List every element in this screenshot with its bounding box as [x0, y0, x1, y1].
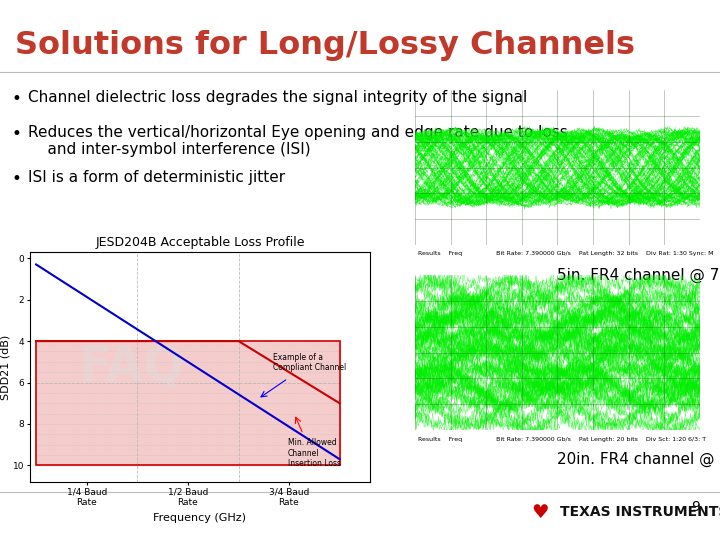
Text: ♥: ♥ — [531, 503, 549, 522]
Text: Reduces the vertical/horizontal Eye opening and edge rate due to loss
    and in: Reduces the vertical/horizontal Eye open… — [28, 125, 568, 157]
Text: •: • — [12, 170, 22, 188]
Text: Min. Allowed
Channel
Insertion Loss: Min. Allowed Channel Insertion Loss — [288, 438, 341, 468]
X-axis label: Frequency (GHz): Frequency (GHz) — [153, 512, 246, 523]
Text: 9: 9 — [691, 500, 700, 514]
Text: Results    Freq                 Bit Rate: 7.390000 Gb/s    Pat Length: 32 bits  : Results Freq Bit Rate: 7.390000 Gb/s Pat… — [418, 252, 714, 256]
Text: Results    Freq                 Bit Rate: 7.390000 Gb/s    Pat Length: 20 bits  : Results Freq Bit Rate: 7.390000 Gb/s Pat… — [418, 436, 706, 442]
Text: ISI is a form of deterministic jitter: ISI is a form of deterministic jitter — [28, 170, 285, 185]
Text: 20in. FR4 channel @ 7.4Gb/s: 20in. FR4 channel @ 7.4Gb/s — [557, 452, 720, 467]
Text: TEXAS INSTRUMENTS: TEXAS INSTRUMENTS — [560, 505, 720, 519]
Text: •: • — [12, 90, 22, 108]
Text: FAQ: FAQ — [78, 343, 185, 391]
Title: JESD204B Acceptable Loss Profile: JESD204B Acceptable Loss Profile — [95, 237, 305, 249]
Text: Example of a
Compliant Channel: Example of a Compliant Channel — [273, 353, 346, 372]
Text: Channel dielectric loss degrades the signal integrity of the signal: Channel dielectric loss degrades the sig… — [28, 90, 527, 105]
Y-axis label: SDD21 (dB): SDD21 (dB) — [0, 334, 10, 400]
Text: •: • — [12, 125, 22, 143]
Bar — [36, 341, 340, 465]
Text: 5in. FR4 channel @ 7.4Gb/s: 5in. FR4 channel @ 7.4Gb/s — [557, 268, 720, 283]
Text: Solutions for Long/Lossy Channels: Solutions for Long/Lossy Channels — [15, 30, 635, 61]
